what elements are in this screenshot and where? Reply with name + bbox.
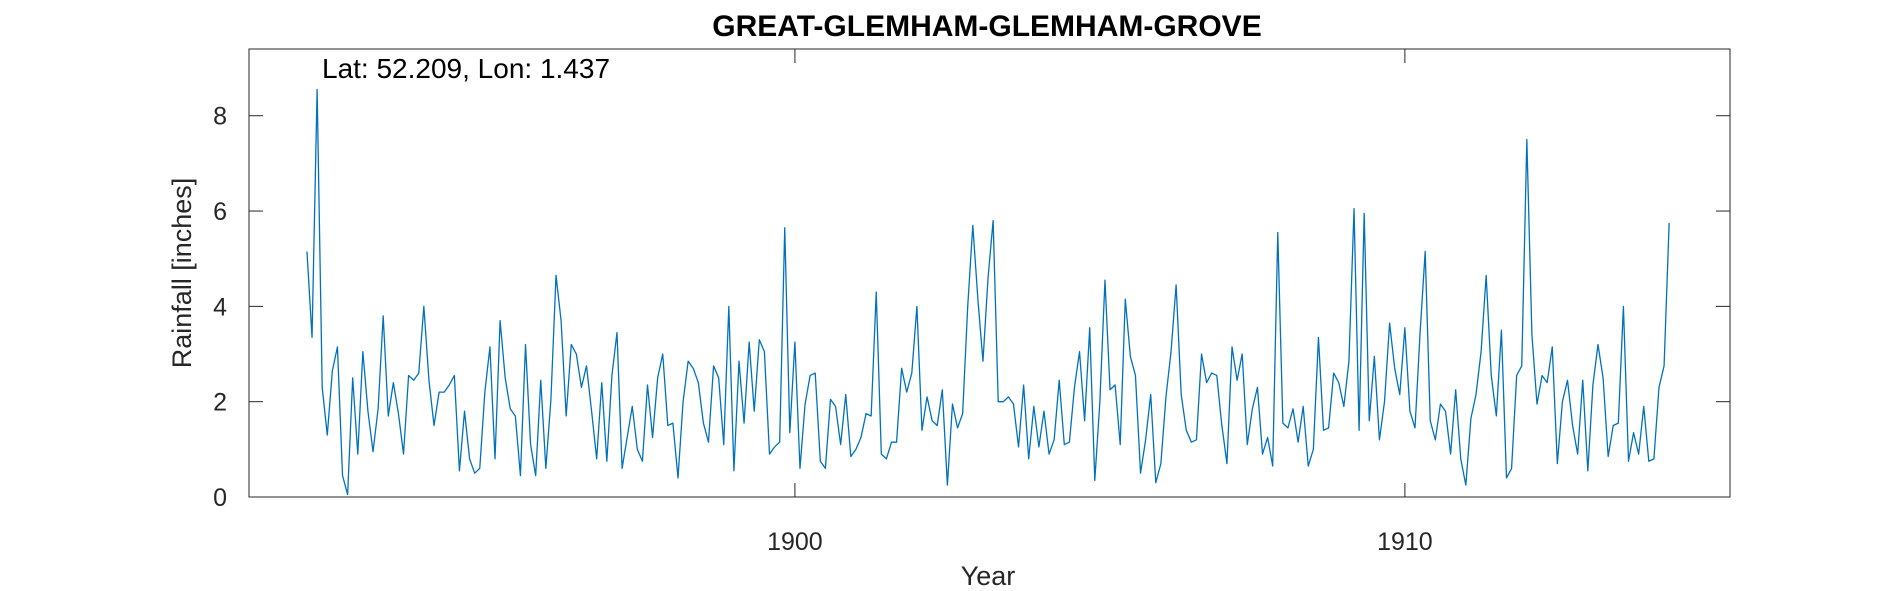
plot-area-frame xyxy=(248,48,1731,498)
y-tick-label: 8 xyxy=(213,103,227,131)
y-tick-label: 6 xyxy=(213,198,227,226)
ticks-layer: 0 2 4 6 8 1900 1910 xyxy=(213,49,1730,556)
chart-title: GREAT-GLEMHAM-GLEMHAM-GROVE xyxy=(712,10,1261,43)
y-axis-label: Rainfall [inches] xyxy=(167,178,197,369)
y-tick-label: 2 xyxy=(213,389,227,417)
rainfall-series-line xyxy=(306,88,1670,496)
y-tick-label: 4 xyxy=(213,293,227,321)
y-tick-label: 0 xyxy=(213,484,227,512)
x-tick-label: 1900 xyxy=(767,528,823,556)
x-tick-label: 1910 xyxy=(1377,528,1433,556)
location-annotation: Lat: 52.209, Lon: 1.437 xyxy=(322,53,610,84)
x-axis-label: Year xyxy=(961,561,1016,591)
